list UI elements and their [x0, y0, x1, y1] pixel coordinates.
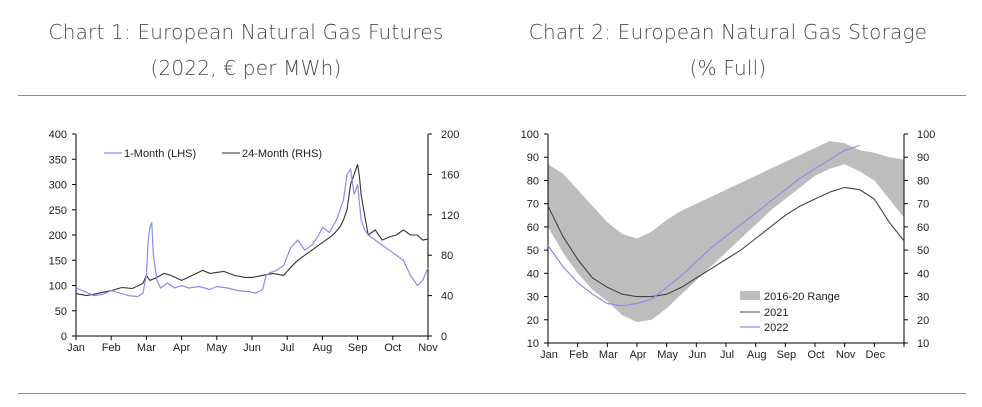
chart2-right-tick-label: 100 [917, 129, 935, 141]
chart2-x-tick-label: Apr [629, 349, 646, 361]
chart2-left-tick-label: 20 [527, 315, 539, 327]
chart1-x-tick-label: Nov [418, 342, 438, 354]
chart2-x-tick-label: May [657, 349, 678, 361]
chart2-left-tick-label: 90 [527, 152, 539, 164]
chart1-x-tick-label: Apr [173, 342, 190, 354]
chart1-right-tick-label: 200 [441, 129, 459, 141]
chart1-x-tick-label: Jul [280, 342, 294, 354]
chart1-left-tick-label: 100 [49, 281, 67, 293]
chart2-left-tick-label: 10 [527, 338, 539, 350]
chart1-right-tick-label: 0 [441, 331, 447, 343]
chart1-left-tick-label: 150 [49, 255, 67, 267]
chart2-left-tick-label: 50 [527, 245, 539, 257]
chart2-x-tick-label: Jul [720, 349, 734, 361]
chart2-left-tick-label: 70 [527, 199, 539, 211]
chart2-x-tick-label: Nov [836, 349, 856, 361]
chart1-left-tick-label: 50 [55, 306, 67, 318]
chart2-x-tick-label: Aug [747, 349, 767, 361]
chart1-x-tick-label: May [206, 342, 227, 354]
top-divider [18, 95, 966, 96]
chart2-x-tick-label: Feb [569, 349, 588, 361]
chart2-series-2022 [547, 145, 860, 307]
chart2-legend-2021-label: 2021 [764, 307, 788, 319]
chart2-x-tick-label: Mar [599, 349, 618, 361]
chart1-left-tick-label: 0 [61, 331, 67, 343]
chart2-x-tick-label: Dec [866, 349, 886, 361]
chart2-right-tick-label: 90 [917, 152, 929, 164]
chart1-x-tick-label: Jun [243, 342, 261, 354]
chart2-left-tick-label: 60 [527, 222, 539, 234]
chart2-right-tick-label: 80 [917, 175, 929, 187]
chart2-legend-range-label: 2016-20 Range [764, 291, 840, 303]
chart1-title-block: Chart 1: European Natural Gas Futures (2… [6, 14, 486, 86]
chart2-x-tick-label: Jan [540, 349, 558, 361]
chart1-series-1-month [75, 167, 429, 298]
chart2-left-tick-label: 30 [527, 292, 539, 304]
bottom-divider [18, 393, 966, 394]
chart2-subtitle: (% Full) [689, 56, 767, 80]
chart1-x-tick-label: Mar [137, 342, 156, 354]
chart1-x-tick-label: Aug [313, 342, 333, 354]
chart1-right-tick-label: 80 [441, 250, 453, 262]
chart2-right-tick-label: 10 [917, 338, 929, 350]
chart2-right-tick-label: 60 [917, 222, 929, 234]
chart1-left-tick-label: 200 [49, 230, 67, 242]
chart1-series-24-month [75, 164, 429, 297]
chart1-title: Chart 1: European Natural Gas Futures [48, 20, 444, 44]
chart1-subtitle: (2022, € per MWh) [150, 56, 342, 80]
chart1-right-tick-label: 40 [441, 291, 453, 303]
chart1-left-tick-label: 300 [49, 180, 67, 192]
chart1-left-tick-label: 250 [49, 205, 67, 217]
chart2-left-tick-label: 100 [521, 129, 539, 141]
chart2-right-tick-label: 70 [917, 199, 929, 211]
chart1-legend-24-month-label: 24-Month (RHS) [242, 148, 322, 160]
chart2-title-block: Chart 2: European Natural Gas Storage (%… [488, 14, 968, 86]
chart1-x-tick-label: Oct [384, 342, 401, 354]
chart2-x-tick-label: Sep [777, 349, 797, 361]
chart2-legend-range-swatch [740, 291, 760, 300]
chart2-x-tick-label: Jun [688, 349, 706, 361]
chart2-left-tick-label: 80 [527, 175, 539, 187]
chart2-series-2021 [547, 186, 905, 298]
chart2-right-tick-label: 40 [917, 268, 929, 280]
chart2-left-tick-label: 40 [527, 268, 539, 280]
chart1-legend-1-month-label: 1-Month (LHS) [124, 148, 196, 160]
chart1-x-tick-label: Sep [348, 342, 368, 354]
chart2-x-tick-label: Oct [807, 349, 824, 361]
chart1-left-tick-label: 400 [49, 129, 67, 141]
chart2-title: Chart 2: European Natural Gas Storage [528, 20, 928, 44]
chart2-right-tick-label: 30 [917, 292, 929, 304]
chart2-right-tick-label: 50 [917, 245, 929, 257]
chart2-range-band [548, 141, 904, 323]
chart1-right-tick-label: 120 [441, 210, 459, 222]
chart2-right-tick-label: 20 [917, 315, 929, 327]
chart1-right-tick-label: 160 [441, 169, 459, 181]
chart2-legend-2022-label: 2022 [764, 322, 788, 334]
chart1-left-tick-label: 350 [49, 154, 67, 166]
chart1-x-tick-label: Jan [67, 342, 85, 354]
chart1-x-tick-label: Feb [102, 342, 121, 354]
